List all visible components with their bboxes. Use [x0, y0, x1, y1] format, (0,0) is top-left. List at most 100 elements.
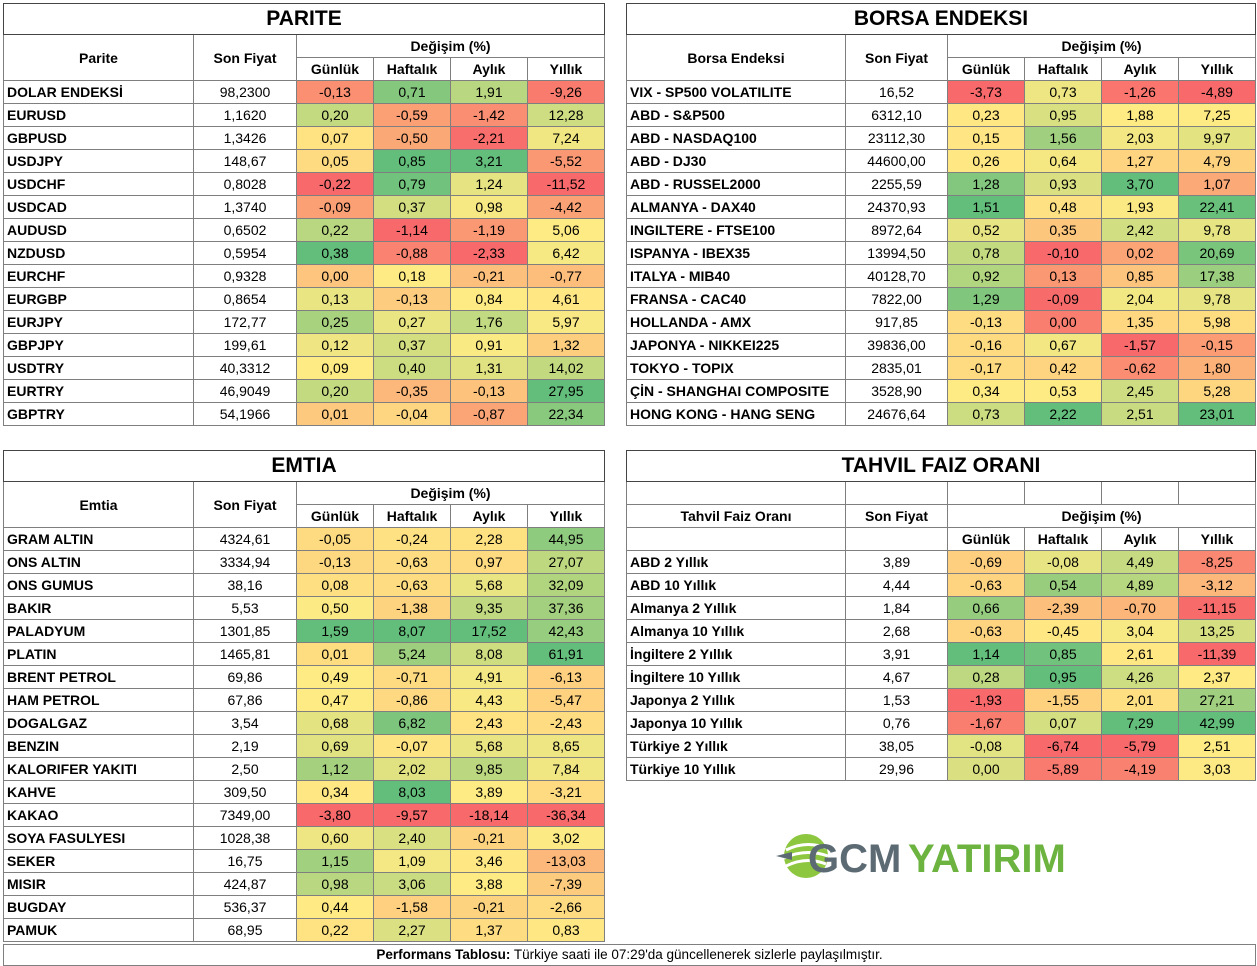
weekly-change: 0,85: [1024, 642, 1102, 666]
weekly-change: 3,06: [373, 872, 451, 896]
yearly-change: 61,91: [527, 642, 605, 666]
table-row: ISPANYA - IBEX35 13994,50 0,78 -0,10 0,02 20,…: [626, 241, 1256, 265]
weekly-change: -6,74: [1024, 734, 1102, 758]
daily-change: 0,01: [296, 642, 374, 666]
table-row: USDJPY 148,67 0,05 0,85 3,21 -5,52: [3, 149, 605, 173]
weekly-change: 0,27: [373, 310, 451, 334]
instrument-name: ABD 10 Yıllık: [626, 573, 846, 597]
monthly-change: 17,52: [450, 619, 528, 643]
yearly-change: 8,65: [527, 734, 605, 758]
weekly-change: 1,56: [1024, 126, 1102, 150]
last-price: 2835,01: [845, 356, 948, 380]
monthly-change: -0,21: [450, 826, 528, 850]
instrument-name: ITALYA - MIB40: [626, 264, 846, 288]
last-price: 3,54: [193, 711, 297, 735]
last-price: 24676,64: [845, 402, 948, 426]
aylik-header: Aylık: [1101, 527, 1179, 551]
instrument-name: ÇİN - SHANGHAI COMPOSITE: [626, 379, 846, 403]
table-row: Almanya 2 Yıllık 1,84 0,66 -2,39 -0,70 -11,15: [626, 596, 1256, 620]
monthly-change: 1,93: [1101, 195, 1179, 219]
last-price: 54,1966: [193, 402, 297, 426]
yearly-change: -11,52: [527, 172, 605, 196]
yearly-change: 0,83: [527, 918, 605, 942]
last-price: 148,67: [193, 149, 297, 173]
yearly-change: 7,24: [527, 126, 605, 150]
yearly-change: 27,95: [527, 379, 605, 403]
monthly-change: 1,76: [450, 310, 528, 334]
table-row: SOYA FASULYESI 1028,38 0,60 2,40 -0,21 3,02: [3, 826, 605, 850]
last-price: 0,9328: [193, 264, 297, 288]
daily-change: -0,13: [296, 80, 374, 104]
daily-change: -0,17: [947, 356, 1025, 380]
last-price: 536,37: [193, 895, 297, 919]
instrument-name: KAHVE: [3, 780, 194, 804]
daily-change: 0,34: [947, 379, 1025, 403]
yillik-header: Yıllık: [1178, 57, 1256, 81]
instrument-name: GBPUSD: [3, 126, 194, 150]
daily-change: 0,20: [296, 103, 374, 127]
borsa-table: BORSA ENDEKSI Borsa Endeksi Son Fiyat De…: [626, 3, 1256, 448]
table-row: ABD - DJ30 44600,00 0,26 0,64 1,27 4,79: [626, 149, 1256, 173]
weekly-change: 2,02: [373, 757, 451, 781]
last-price: 4,44: [845, 573, 948, 597]
last-price: 3,91: [845, 642, 948, 666]
instrument-name: Almanya 10 Yıllık: [626, 619, 846, 643]
last-price: 7822,00: [845, 287, 948, 311]
emtia-label-header: Emtia: [3, 481, 194, 528]
instrument-name: ISPANYA - IBEX35: [626, 241, 846, 265]
instrument-name: ABD - DJ30: [626, 149, 846, 173]
instrument-name: SOYA FASULYESI: [3, 826, 194, 850]
table-row: Türkiye 2 Yıllık 38,05 -0,08 -6,74 -5,79 2,51: [626, 734, 1256, 758]
last-price: 44600,00: [845, 149, 948, 173]
weekly-change: -0,59: [373, 103, 451, 127]
son-fiyat-header: Son Fiyat: [193, 481, 297, 528]
borsa-title: BORSA ENDEKSI: [626, 3, 1256, 35]
last-price: 3334,94: [193, 550, 297, 574]
instrument-name: VIX - SP500 VOLATILITE: [626, 80, 846, 104]
instrument-name: GBPJPY: [3, 333, 194, 357]
table-row: FRANSA - CAC40 7822,00 1,29 -0,09 2,04 9,78: [626, 287, 1256, 311]
gunluk-header: Günlük: [947, 57, 1025, 81]
daily-change: 1,51: [947, 195, 1025, 219]
table-row: BAKIR 5,53 0,50 -1,38 9,35 37,36: [3, 596, 605, 620]
monthly-change: -0,62: [1101, 356, 1179, 380]
table-row: PLATIN 1465,81 0,01 5,24 8,08 61,91: [3, 642, 605, 666]
weekly-change: -9,57: [373, 803, 451, 827]
table-row: DOLAR ENDEKSİ 98,2300 -0,13 0,71 1,91 -9,26: [3, 80, 605, 104]
table-row: EURUSD 1,1620 0,20 -0,59 -1,42 12,28: [3, 103, 605, 127]
table-row: ALMANYA - DAX40 24370,93 1,51 0,48 1,93 22,41: [626, 195, 1256, 219]
monthly-change: 0,98: [450, 195, 528, 219]
daily-change: -0,63: [947, 619, 1025, 643]
last-price: 39836,00: [845, 333, 948, 357]
table-row: EURTRY 46,9049 0,20 -0,35 -0,13 27,95: [3, 379, 605, 403]
yearly-change: 14,02: [527, 356, 605, 380]
yearly-change: 4,79: [1178, 149, 1256, 173]
last-price: 29,96: [845, 757, 948, 781]
yearly-change: 22,41: [1178, 195, 1256, 219]
table-row: ABD - NASDAQ100 23112,30 0,15 1,56 2,03 9,97: [626, 126, 1256, 150]
instrument-name: ALMANYA - DAX40: [626, 195, 846, 219]
instrument-name: Japonya 2 Yıllık: [626, 688, 846, 712]
daily-change: 0,00: [296, 264, 374, 288]
monthly-change: 3,46: [450, 849, 528, 873]
table-row: VIX - SP500 VOLATILITE 16,52 -3,73 0,73 -1,2…: [626, 80, 1256, 104]
daily-change: -0,09: [296, 195, 374, 219]
haftalik-header: Haftalık: [373, 57, 451, 81]
yearly-change: 23,01: [1178, 402, 1256, 426]
monthly-change: -0,70: [1101, 596, 1179, 620]
yearly-change: -0,15: [1178, 333, 1256, 357]
last-price: 0,8654: [193, 287, 297, 311]
last-price: 23112,30: [845, 126, 948, 150]
table-row: ABD - RUSSEL2000 2255,59 1,28 0,93 3,70 1,07: [626, 172, 1256, 196]
last-price: 1,53: [845, 688, 948, 712]
instrument-name: DOGALGAZ: [3, 711, 194, 735]
weekly-change: -1,58: [373, 895, 451, 919]
emtia-panel: EMTIA Emtia Son Fiyat Değişim (%) Günlük…: [3, 450, 605, 942]
aylik-header: Aylık: [1101, 57, 1179, 81]
last-price: 67,86: [193, 688, 297, 712]
last-price: 424,87: [193, 872, 297, 896]
instrument-name: ONS GUMUS: [3, 573, 194, 597]
tahvil-label-header: Tahvil Faiz Oranı: [626, 504, 846, 528]
monthly-change: 2,45: [1101, 379, 1179, 403]
weekly-change: -0,35: [373, 379, 451, 403]
